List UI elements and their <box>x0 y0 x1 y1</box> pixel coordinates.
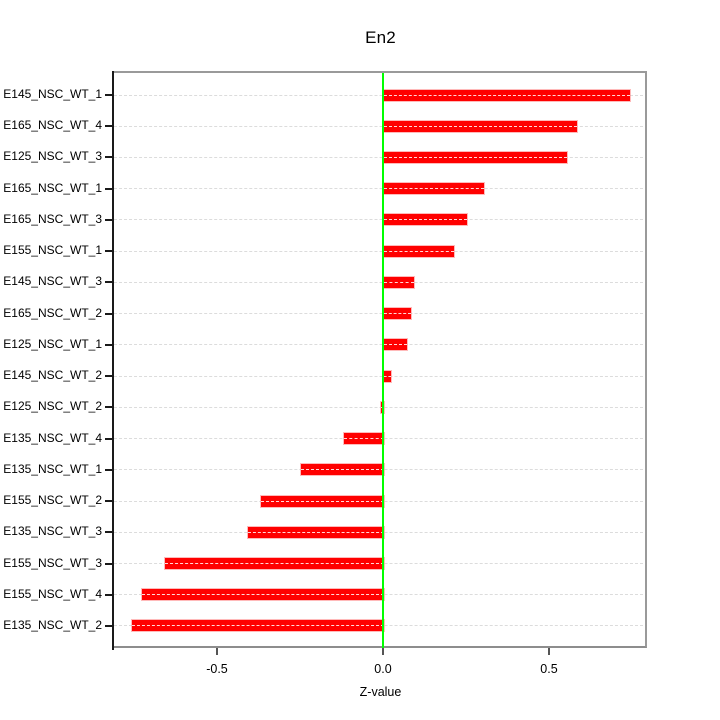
x-axis-label: Z-value <box>359 685 402 699</box>
bar-gridline-overlay <box>164 563 384 565</box>
bar-gridline-overlay <box>131 625 384 627</box>
gridline <box>114 188 643 190</box>
bar <box>384 120 577 132</box>
bar-gridline-overlay <box>384 219 467 221</box>
bar <box>384 339 408 351</box>
bar <box>141 589 384 601</box>
bar <box>301 464 384 476</box>
bar-gridline-overlay <box>384 188 484 190</box>
bar <box>384 151 567 163</box>
y-tick <box>105 218 112 221</box>
y-axis-label: E145_NSC_WT_3 <box>3 274 102 289</box>
zero-line <box>382 73 384 648</box>
bar-gridline-overlay <box>247 531 384 533</box>
y-axis-label: E145_NSC_WT_2 <box>3 368 102 383</box>
y-tick <box>105 125 112 128</box>
y-tick <box>105 156 112 159</box>
y-tick <box>105 281 112 284</box>
bar <box>344 433 384 445</box>
gridline <box>114 344 643 346</box>
gridline <box>114 281 643 283</box>
gridline <box>114 156 643 158</box>
bar-gridline-overlay <box>384 344 408 346</box>
gridline <box>114 94 643 96</box>
bar <box>384 214 467 226</box>
y-axis-label: E165_NSC_WT_2 <box>3 305 102 320</box>
y-axis-label: E135_NSC_WT_2 <box>3 617 102 632</box>
y-tick <box>105 187 112 190</box>
bar <box>384 183 484 195</box>
y-axis-label: E135_NSC_WT_1 <box>3 461 102 476</box>
bar <box>131 620 384 632</box>
y-tick <box>105 437 112 440</box>
bar-gridline-overlay <box>384 313 411 315</box>
bar-gridline-overlay <box>384 125 577 127</box>
y-axis-label: E145_NSC_WT_1 <box>3 87 102 101</box>
y-tick <box>105 562 112 565</box>
bar <box>384 89 630 101</box>
gridline <box>114 219 643 221</box>
x-tick <box>216 648 218 655</box>
y-axis-label: E135_NSC_WT_3 <box>3 524 102 539</box>
gridline <box>114 250 643 252</box>
y-tick <box>105 343 112 346</box>
bar-gridline-overlay <box>141 594 384 596</box>
y-tick <box>105 531 112 534</box>
y-axis-line <box>112 71 114 650</box>
y-tick <box>105 375 112 378</box>
bar-gridline-overlay <box>384 156 567 158</box>
bar-gridline-overlay <box>301 469 384 471</box>
x-tick <box>382 648 384 655</box>
y-axis-label: E165_NSC_WT_3 <box>3 211 102 226</box>
bar-gridline-overlay <box>384 94 630 96</box>
bar <box>384 308 411 320</box>
x-tick-label: 0.5 <box>540 662 558 676</box>
y-axis-label: E155_NSC_WT_1 <box>3 243 102 258</box>
bar-gridline-overlay <box>384 250 454 252</box>
y-axis-label: E155_NSC_WT_3 <box>3 555 102 570</box>
y-tick <box>105 500 112 503</box>
y-axis-label: E155_NSC_WT_4 <box>3 586 102 601</box>
y-tick <box>105 593 112 596</box>
bar-gridline-overlay <box>344 438 384 440</box>
bar <box>384 276 414 288</box>
chart-title: En2 <box>365 28 396 47</box>
x-tick <box>548 648 550 655</box>
x-tick-label: -0.5 <box>206 662 228 676</box>
bar-gridline-overlay <box>384 281 414 283</box>
gridline <box>114 125 643 127</box>
y-tick <box>105 406 112 409</box>
y-axis-label: E125_NSC_WT_3 <box>3 149 102 164</box>
bar-gridline-overlay <box>261 500 384 502</box>
y-tick <box>105 468 112 471</box>
y-axis-label: E125_NSC_WT_2 <box>3 399 102 414</box>
bar <box>261 495 384 507</box>
gridline <box>114 406 643 408</box>
y-tick <box>105 312 112 315</box>
y-axis-label: E155_NSC_WT_2 <box>3 493 102 508</box>
y-axis-label: E165_NSC_WT_4 <box>3 118 102 133</box>
y-axis-label: E165_NSC_WT_1 <box>3 180 102 195</box>
y-axis-label: E135_NSC_WT_4 <box>3 430 102 445</box>
y-tick <box>105 624 112 627</box>
plot-area: E145_NSC_WT_1 E165_NSC_WT_4 E125_NSC_WT_3 E… <box>3 71 647 676</box>
bar <box>164 558 384 570</box>
gridline <box>114 375 643 377</box>
bar <box>384 245 454 257</box>
y-tick <box>105 250 112 253</box>
bar-gridline-overlay <box>384 375 391 377</box>
gridline <box>114 313 643 315</box>
bar <box>247 526 384 538</box>
x-tick-label: 0.0 <box>374 662 392 676</box>
bar <box>384 370 391 382</box>
y-tick <box>105 94 112 96</box>
y-axis-label: E125_NSC_WT_1 <box>3 336 102 351</box>
